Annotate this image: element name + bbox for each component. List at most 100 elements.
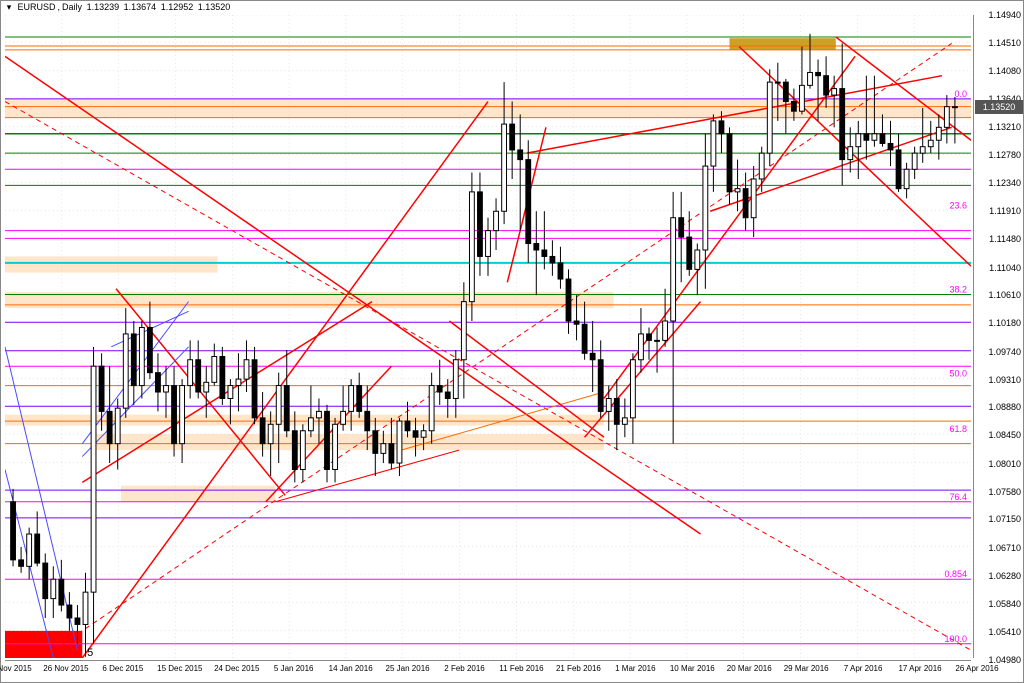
candle-body	[437, 386, 442, 392]
y-tick: 1.08880	[988, 402, 1021, 412]
x-tick: 21 Feb 2016	[556, 664, 601, 673]
candle-body	[727, 134, 732, 192]
x-tick: 10 Mar 2016	[670, 664, 715, 673]
candle-body	[606, 398, 611, 411]
candle-body	[590, 353, 595, 359]
candle-body	[880, 134, 885, 144]
candle-body	[711, 121, 716, 166]
candle-body	[663, 321, 668, 340]
candle-body	[252, 360, 257, 418]
candle-body	[461, 302, 466, 360]
candle-body	[172, 386, 177, 444]
fib-label: 0.0	[955, 89, 967, 99]
candle-body	[365, 411, 370, 430]
candle-body	[19, 560, 24, 566]
candle-body	[188, 360, 193, 386]
candle-body	[534, 244, 539, 250]
candle-body	[164, 386, 169, 392]
candle-body	[212, 357, 217, 383]
y-tick: 1.12340	[988, 178, 1021, 188]
y-tick: 1.11040	[989, 263, 1021, 273]
x-tick: 11 Feb 2016	[499, 664, 543, 673]
y-tick: 1.14080	[988, 66, 1021, 76]
y-tick: 1.12780	[988, 150, 1021, 160]
x-tick: 26 Nov 2015	[43, 664, 88, 673]
candle-body	[502, 124, 507, 211]
candle-body	[260, 418, 265, 444]
candle-body	[832, 89, 837, 95]
candle-body	[920, 147, 925, 153]
candle-body	[333, 424, 338, 469]
price-zone	[5, 631, 82, 658]
candle-body	[421, 431, 426, 437]
candle-body	[582, 324, 587, 353]
current-price-tag: 1.13520	[975, 100, 1023, 114]
candle-body	[856, 134, 861, 147]
candle-body	[51, 579, 56, 598]
candle-body	[196, 360, 201, 392]
fib-label: 0.854	[945, 569, 967, 579]
fib-label: 100.0	[945, 634, 967, 644]
candle-body	[872, 134, 877, 140]
y-tick: 1.14940	[988, 10, 1021, 20]
candle-body	[896, 150, 901, 189]
fib-label: 38.2	[950, 285, 967, 295]
candle-body	[655, 340, 660, 341]
candle-body	[679, 218, 684, 237]
y-tick: 1.05410	[988, 627, 1021, 637]
x-tick: 5 Jan 2016	[274, 664, 314, 673]
candle-body	[413, 431, 418, 437]
candle-body	[469, 192, 474, 302]
chart-plot-area[interactable]: 0.023.638.250.061.876.40.854100.05	[5, 15, 971, 658]
candle-body	[751, 179, 756, 218]
x-tick: 15 Dec 2015	[157, 664, 202, 673]
collapse-icon[interactable]: ▾	[5, 2, 13, 13]
candle-body	[180, 386, 185, 444]
candle-body	[767, 82, 772, 153]
candle-body	[373, 431, 378, 454]
x-tick: 1 Mar 2016	[615, 664, 655, 673]
period: Daily	[62, 2, 82, 12]
candle-body	[11, 502, 16, 560]
price-zone	[730, 38, 836, 50]
ohlc-o: 1.13239	[87, 2, 120, 12]
candle-body	[268, 424, 273, 443]
y-tick: 1.06280	[988, 571, 1021, 581]
candle-body	[952, 107, 957, 108]
y-tick: 1.10180	[988, 318, 1021, 328]
candle-body	[614, 398, 619, 424]
candle-body	[719, 121, 724, 134]
candle-body	[840, 89, 845, 160]
ohlc-h: 1.13674	[124, 2, 157, 12]
candle-body	[131, 334, 136, 386]
fib-label: 50.0	[950, 368, 967, 378]
candle-body	[912, 153, 917, 169]
candle-body	[236, 379, 241, 385]
candle-body	[389, 444, 394, 463]
candle-body	[494, 211, 499, 230]
candle-body	[308, 418, 313, 431]
candle-body	[808, 72, 813, 85]
candle-body	[204, 382, 209, 392]
candle-body	[743, 189, 748, 218]
candle-body	[43, 563, 48, 599]
candle-body	[67, 605, 72, 618]
candle-body	[598, 360, 603, 412]
x-tick: 25 Jan 2016	[386, 664, 430, 673]
ohlc-c: 1.13520	[198, 2, 231, 12]
x-tick: 20 Mar 2016	[727, 664, 772, 673]
title-bar: ▾ EURUSD,Daily 1.13239 1.13674 1.12952 1…	[5, 2, 232, 14]
candle-body	[357, 386, 362, 412]
candle-body	[147, 327, 152, 372]
candle-body	[888, 143, 893, 149]
candle-body	[735, 189, 740, 192]
candle-body	[405, 421, 410, 431]
candle-body	[83, 592, 88, 624]
y-tick: 1.09740	[988, 347, 1021, 357]
x-tick: 7 Apr 2016	[844, 664, 883, 673]
candle-body	[518, 150, 523, 160]
ohlc-l: 1.12952	[161, 2, 194, 12]
chart-window: ▾ EURUSD,Daily 1.13239 1.13674 1.12952 1…	[0, 0, 1024, 683]
candle-body	[526, 160, 531, 244]
candle-body	[687, 237, 692, 269]
